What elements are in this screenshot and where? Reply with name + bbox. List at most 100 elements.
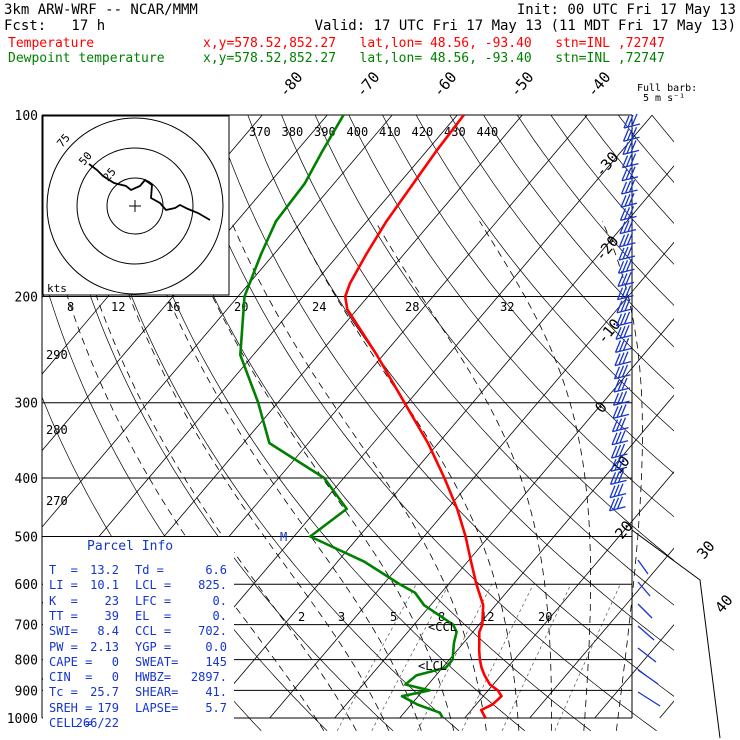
wind-barb-flag	[616, 405, 623, 418]
wind-barb-flag	[611, 419, 619, 432]
wind-barb-flag	[613, 484, 620, 497]
wind-barb-flag	[619, 312, 627, 326]
barb-panel-frame	[631, 430, 721, 739]
parcel-info-cell: 179	[97, 700, 119, 715]
parcel-info-cell: CIN =	[49, 670, 93, 685]
mixing-ratio-line	[554, 584, 621, 731]
pressure-tick-label: 300	[15, 397, 38, 412]
parcel-info-cell: PW =	[49, 639, 78, 654]
isotherm-line	[0, 115, 2, 718]
wind-barb	[617, 272, 635, 288]
wind-barb-flag	[620, 390, 628, 404]
wind-barb-flag	[610, 458, 617, 472]
wind-barb	[620, 179, 638, 195]
isotherm-label: 30	[693, 537, 718, 562]
wind-barb-flag	[624, 298, 631, 312]
parcel-marker: M	[280, 530, 287, 544]
wind-barb	[623, 113, 641, 129]
mixing-ratio-label: 20	[234, 300, 248, 314]
wind-barb-flag	[625, 167, 632, 181]
wind-barb	[621, 153, 639, 169]
legend-dewpoint-info: x,y=578.52,852.27 lat,lon= 48.56, -93.40…	[203, 51, 665, 66]
wind-barb-flag	[622, 338, 630, 351]
dry-adiabat-line	[314, 115, 674, 561]
hodograph-ring	[46, 117, 224, 295]
wind-barb-flag	[614, 444, 622, 458]
wind-barb-flag	[620, 181, 628, 195]
wind-barb	[637, 559, 649, 575]
parcel-info-cell: 825.	[198, 578, 227, 593]
mixing-ratio-line	[501, 584, 572, 731]
init-time: Init: 00 UTC Fri 17 May 13	[516, 2, 736, 18]
dry-adiabat-line	[415, 115, 674, 432]
wind-barb	[614, 351, 632, 367]
wind-barb	[637, 647, 657, 663]
mixing-ratio-line	[461, 584, 534, 731]
dewpoint-trace	[239, 115, 458, 719]
parcel-info-row: TT = 39 EL = 0.	[49, 609, 233, 623]
wind-barb-flag	[619, 430, 626, 444]
wind-barb	[622, 126, 640, 142]
wind-barb-flag	[619, 325, 626, 339]
hodograph-unit-label: kts	[47, 282, 67, 295]
wind-barb	[622, 140, 640, 156]
parcel-info-cell: 13.2	[90, 563, 119, 577]
wind-barb-flag	[626, 141, 633, 154]
wind-barb-flag	[623, 207, 631, 220]
pressure-tick-label: 800	[15, 654, 38, 669]
parcel-info-cell: CAPE =	[49, 654, 93, 669]
wind-barb-flag	[615, 313, 623, 327]
wind-barb-flag	[619, 208, 627, 221]
parcel-info-cell: TT =	[49, 608, 78, 623]
temperature-trace	[343, 115, 503, 719]
barb-legend-value: 5 m s⁻¹	[643, 93, 686, 104]
wind-barb-flag	[610, 445, 618, 459]
wind-barb-flag	[613, 471, 621, 484]
parcel-info-row: LI = 10.1 LCL = 825.	[49, 578, 233, 592]
barb-legend-title: Full barb:	[637, 83, 698, 94]
dry-adiabat-line	[686, 115, 740, 731]
wind-barb-flag	[623, 220, 630, 233]
wind-barb-flag	[624, 180, 632, 194]
wind-barb-flag	[612, 497, 620, 511]
parcel-info-row: CAPE = 0 SWEAT= 145	[49, 655, 233, 669]
dry-adiabat-label: 270	[46, 494, 68, 508]
parcel-info-cell: CCL =	[135, 624, 172, 639]
wind-barb-flag	[625, 258, 633, 272]
dry-adiabat-line	[617, 115, 674, 183]
wind-barb	[615, 311, 633, 327]
wind-barb	[615, 324, 633, 340]
theta-label: 400	[347, 125, 369, 139]
mixing-ratio-label: 5	[390, 610, 397, 624]
wind-barb	[618, 245, 636, 261]
pressure-tick-label: 1000	[7, 712, 38, 727]
model-title: 3km ARW-WRF -- NCAR/MMM	[4, 2, 198, 18]
parcel-info-cell: EL =	[135, 608, 172, 623]
parcel-info-cell: YGP =	[135, 639, 172, 654]
wind-barb-flag	[615, 431, 622, 445]
wind-barb-flag	[621, 155, 629, 168]
parcel-info-row: K = 23 LFC = 0.	[49, 594, 233, 608]
wind-barb-flag	[617, 274, 624, 287]
wind-barb	[611, 430, 629, 446]
wind-barb-flag	[622, 128, 630, 142]
wind-barb	[608, 496, 626, 512]
theta-label: 420	[412, 125, 434, 139]
wind-barb	[617, 258, 635, 274]
isotherm-line	[399, 394, 674, 719]
parcel-info-cell: HWBZ=	[135, 670, 172, 685]
isotherm-line	[42, 115, 328, 452]
dry-adiabat-line	[483, 115, 674, 348]
dry-adiabat-line	[213, 115, 674, 697]
parcel-info-row: CELL = 266/22	[49, 716, 233, 730]
dry-adiabat-line	[449, 115, 674, 390]
wind-barb-flag	[631, 113, 638, 127]
parcel-info-cell: Td =	[135, 563, 164, 577]
isotherm-line	[594, 624, 674, 719]
parcel-info-row: T = 13.2 Td = 6.6	[49, 563, 233, 577]
wind-barb-flag	[628, 179, 636, 193]
wind-barb	[609, 483, 627, 499]
parcel-info-cell: 23	[104, 593, 119, 608]
